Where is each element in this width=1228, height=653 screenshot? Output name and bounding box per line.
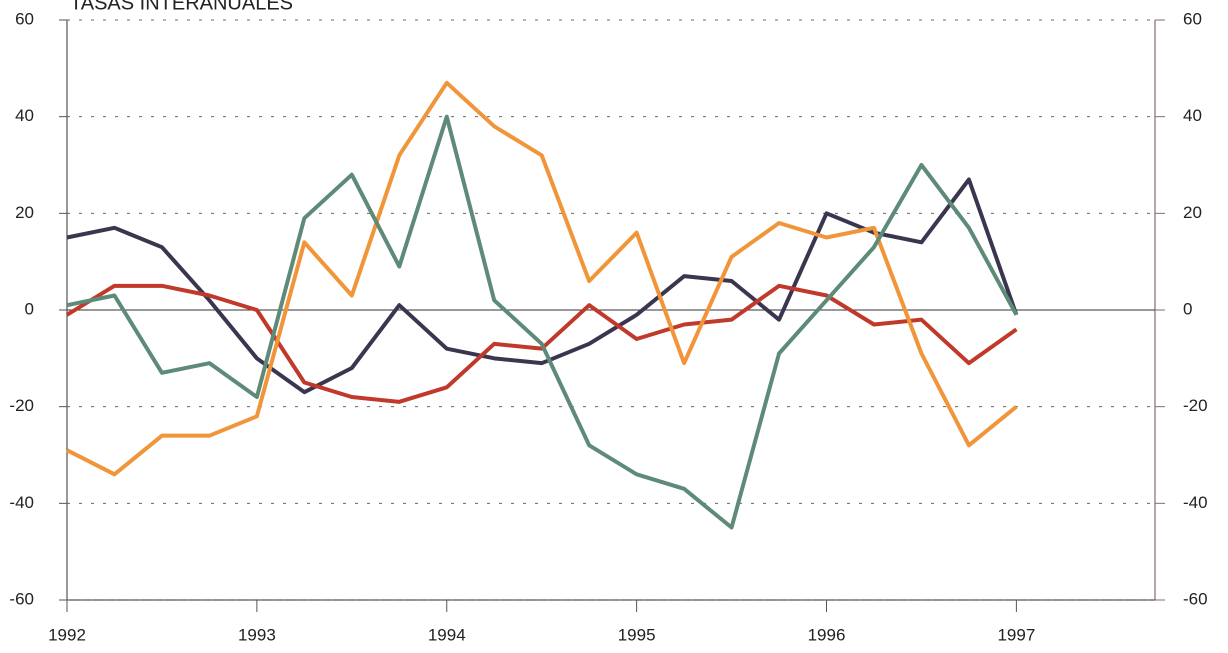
y2-tick-label: 40 xyxy=(1183,106,1202,125)
y2-tick-label: 20 xyxy=(1183,203,1202,222)
line-series xyxy=(65,283,1018,404)
x-tick-label: 1992 xyxy=(48,625,86,644)
x-tick-label: 1996 xyxy=(808,625,846,644)
y2-tick-label: -60 xyxy=(1183,589,1208,608)
x-tick-label: 1995 xyxy=(618,625,656,644)
x-tick-label: 1997 xyxy=(997,625,1035,644)
line-series xyxy=(66,80,1018,477)
y-tick-label: 0 xyxy=(25,299,34,318)
chart-title: TASAS INTERANUALES xyxy=(70,0,293,14)
y-tick-label: -40 xyxy=(9,493,34,512)
line-series xyxy=(66,114,1019,530)
x-tick-label: 1993 xyxy=(238,625,276,644)
y-tick-label: 40 xyxy=(15,106,34,125)
y-tick-label: -20 xyxy=(9,396,34,415)
y-tick-label: 60 xyxy=(15,9,34,28)
y2-tick-label: -40 xyxy=(1183,493,1208,512)
y2-tick-label: 0 xyxy=(1183,299,1192,318)
y-tick-label: 20 xyxy=(15,203,34,222)
y2-tick-label: -20 xyxy=(1183,396,1208,415)
x-tick-label: 1994 xyxy=(428,625,466,644)
line-series xyxy=(66,177,1019,395)
y2-tick-label: 60 xyxy=(1183,9,1202,28)
y-tick-label: -60 xyxy=(9,589,34,608)
